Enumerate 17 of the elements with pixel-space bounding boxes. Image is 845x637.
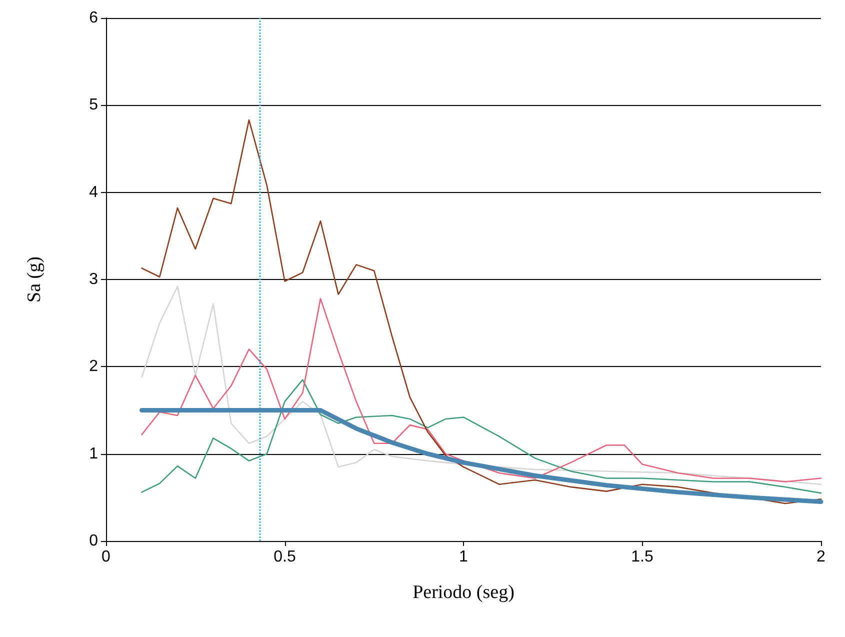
y-tick-label: 3	[89, 271, 98, 288]
y-tick-label: 0	[89, 532, 98, 550]
line-series	[140, 408, 824, 504]
y-tick-label: 6	[89, 10, 98, 26]
y-tick-label: 2	[89, 358, 98, 376]
y-tick-label: 1	[89, 445, 98, 462]
y-tick-label: 5	[89, 96, 98, 114]
x-tick-label: 0	[102, 548, 111, 566]
y-tick-label: 4	[89, 184, 98, 201]
x-tick-label: 0.5	[274, 548, 296, 566]
y-axis-title: Sa (g)	[24, 256, 45, 302]
x-tick-label: 1	[459, 548, 468, 566]
line-series	[141, 379, 822, 494]
x-tick-label: 2	[816, 548, 826, 566]
x-axis-title: Periodo (seg)	[412, 582, 514, 603]
line-series	[141, 119, 822, 504]
x-tick-label: 1.5	[631, 548, 654, 566]
